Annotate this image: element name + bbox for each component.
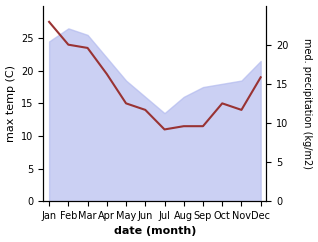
Y-axis label: max temp (C): max temp (C) xyxy=(5,65,16,142)
Y-axis label: med. precipitation (kg/m2): med. precipitation (kg/m2) xyxy=(302,38,313,169)
X-axis label: date (month): date (month) xyxy=(114,227,196,236)
